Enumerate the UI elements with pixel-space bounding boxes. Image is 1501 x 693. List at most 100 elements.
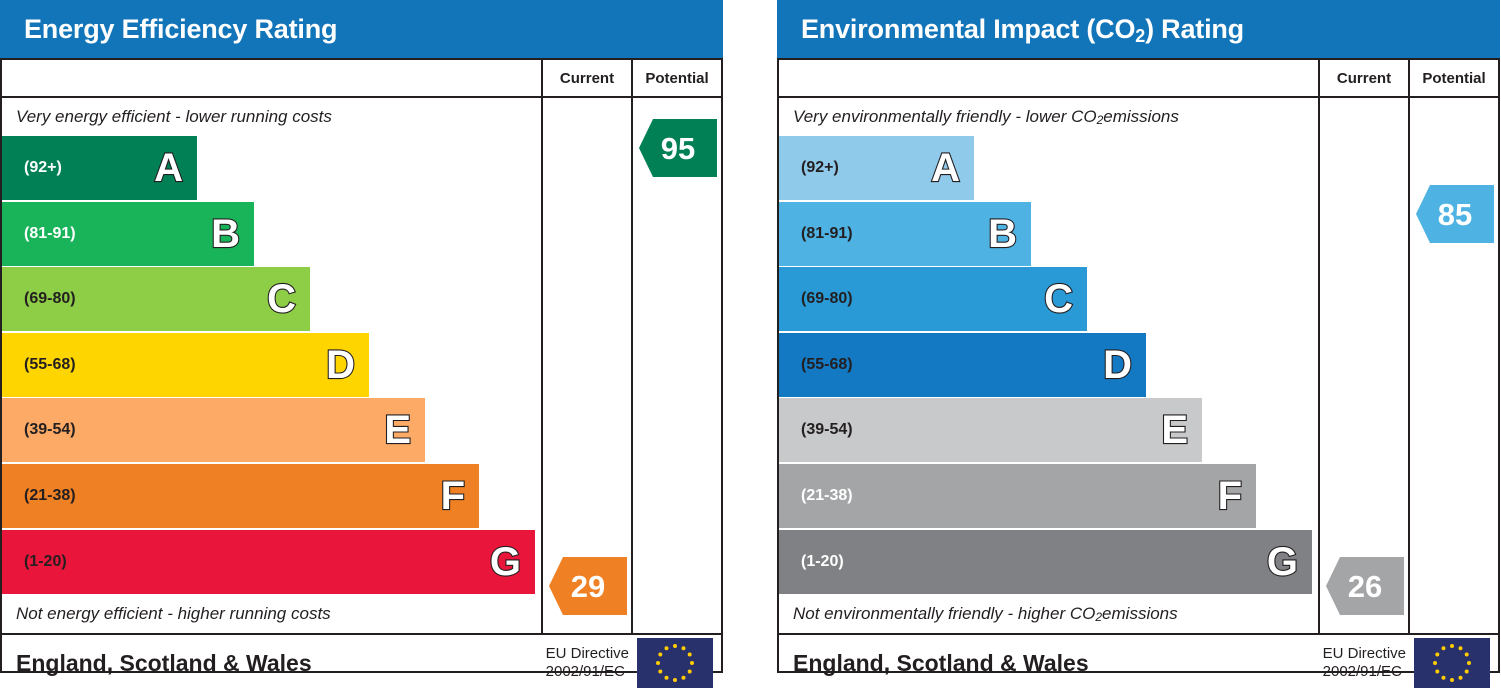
band-range-a-co2: (92+) — [801, 159, 839, 176]
eu-directive-line1: EU Directive — [545, 645, 629, 663]
caption-bottom-co2-text: Not environmentally friendly - higher CO — [793, 604, 1096, 623]
band-range-f: (21-38) — [24, 486, 76, 504]
band-bar-b: (81-91) B — [2, 201, 254, 266]
band-range-e-co2: (39-54) — [801, 421, 853, 439]
energy-efficiency-header-row: Current Potential — [2, 60, 721, 98]
caption-top-co2-text: Very environmentally friendly - lower CO — [793, 107, 1097, 126]
environmental-impact-footer: England, Scotland & Wales EU Directive 2… — [779, 633, 1498, 691]
band-letter-c-co2: C — [1043, 277, 1074, 322]
caption-bottom-co2-suffix: emissions — [1102, 604, 1178, 623]
band-row-d-co2: (55-68) D — [779, 332, 1318, 397]
eu-directive-line2: 2002/91/EC — [545, 663, 625, 680]
eu-directive-label: EU Directive 2002/91/EC — [546, 645, 637, 680]
footer-region-label-co2: England, Scotland & Wales — [793, 649, 1089, 676]
band-bar-d-co2: (55-68) D — [779, 332, 1146, 397]
band-bar-a: (92+) A — [2, 136, 197, 200]
caption-top-co2-suffix: emissions — [1103, 107, 1179, 126]
band-row-a: (92+) A — [2, 136, 541, 200]
environmental-impact-frame: Current Potential Very environmentally f… — [777, 58, 1500, 688]
band-range-c: (69-80) — [24, 290, 76, 308]
band-row-a-co2: (92+) A — [779, 136, 1318, 200]
environmental-impact-zone: Very environmentally friendly - lower CO… — [779, 98, 1498, 633]
band-range-e: (39-54) — [24, 421, 76, 439]
band-range-f-co2: (21-38) — [801, 486, 853, 504]
band-letter-e-co2: E — [1160, 408, 1189, 453]
band-range-g-co2: (1-20) — [801, 552, 844, 570]
band-letter-c: C — [266, 277, 297, 322]
eu-directive-label-co2: EU Directive 2002/91/EC — [1323, 645, 1414, 680]
band-row-f-co2: (21-38) F — [779, 463, 1318, 528]
eu-flag-icon-co2 — [1414, 638, 1490, 688]
potential-value-column: 95 — [631, 98, 721, 633]
potential-value-column-co2: 85 — [1408, 98, 1498, 633]
current-value-column-co2: 26 — [1318, 98, 1408, 633]
band-bar-f-co2: (21-38) F — [779, 463, 1256, 528]
band-letter-g: G — [489, 539, 522, 584]
band-letter-f-co2: F — [1216, 473, 1243, 518]
band-letter-e: E — [383, 408, 412, 453]
band-range-d: (55-68) — [24, 355, 76, 373]
header-blank-cell — [2, 60, 541, 96]
current-value-marker-co2: 26 — [1326, 557, 1404, 615]
band-row-b-co2: (81-91) B — [779, 201, 1318, 266]
energy-efficiency-band-list: (92+) A (81-91) B (69-80 — [2, 136, 541, 595]
band-bar-d: (55-68) D — [2, 332, 369, 397]
band-bar-e-co2: (39-54) E — [779, 398, 1202, 463]
environmental-impact-bars-column: Very environmentally friendly - lower CO… — [779, 98, 1318, 633]
caption-top: Very energy efficient - lower running co… — [2, 98, 541, 136]
band-range-b: (81-91) — [24, 224, 76, 242]
caption-bottom: Not energy efficient - higher running co… — [2, 595, 541, 633]
header-potential-cell: Potential — [631, 60, 721, 96]
band-letter-f: F — [439, 473, 466, 518]
band-bar-e: (39-54) E — [2, 398, 425, 463]
band-letter-d: D — [325, 342, 356, 387]
energy-efficiency-frame: Current Potential Very energy efficient … — [0, 58, 723, 688]
energy-efficiency-footer: England, Scotland & Wales EU Directive 2… — [2, 633, 721, 691]
caption-bottom-co2-subscript: 2 — [1095, 610, 1103, 624]
band-bar-g-co2: (1-20) G — [779, 529, 1312, 594]
header-potential-cell-co2: Potential — [1408, 60, 1498, 96]
band-range-a: (92+) — [24, 159, 62, 176]
environmental-impact-header-row: Current Potential — [779, 60, 1498, 98]
band-row-c: (69-80) C — [2, 267, 541, 332]
potential-value-marker: 95 — [639, 119, 717, 177]
band-row-g-co2: (1-20) G — [779, 529, 1318, 594]
caption-bottom-co2: Not environmentally friendly - higher CO… — [779, 595, 1318, 633]
band-letter-g-co2: G — [1266, 539, 1299, 584]
band-row-d: (55-68) D — [2, 332, 541, 397]
environmental-impact-band-list: (92+) A (81-91) B (69-80 — [779, 136, 1318, 595]
band-letter-b-co2: B — [987, 211, 1018, 256]
environmental-impact-title-text: Environmental Impact (CO — [801, 13, 1136, 44]
band-row-g: (1-20) G — [2, 529, 541, 594]
potential-value-marker-co2: 85 — [1416, 185, 1494, 243]
band-bar-b-co2: (81-91) B — [779, 201, 1031, 266]
caption-top-co2-subscript: 2 — [1096, 113, 1104, 127]
band-bar-f: (21-38) F — [2, 463, 479, 528]
band-bar-c-co2: (69-80) C — [779, 267, 1087, 332]
band-range-d-co2: (55-68) — [801, 355, 853, 373]
eu-directive-line2-co2: 2002/91/EC — [1322, 663, 1402, 680]
current-value-column: 29 — [541, 98, 631, 633]
header-blank-cell-co2 — [779, 60, 1318, 96]
environmental-impact-title-suffix: ) Rating — [1145, 13, 1244, 44]
energy-efficiency-banner: Energy Efficiency Rating — [0, 0, 723, 58]
energy-efficiency-chart: Energy Efficiency Rating Current Potenti… — [0, 0, 723, 688]
band-range-g: (1-20) — [24, 552, 67, 570]
band-letter-d-co2: D — [1102, 342, 1133, 387]
page-title-co2: Environmental Impact (CO2) Rating — [801, 13, 1244, 46]
band-letter-b: B — [210, 211, 241, 256]
band-range-c-co2: (69-80) — [801, 290, 853, 308]
caption-bottom-text: Not energy efficient - higher running co… — [16, 604, 331, 623]
caption-top-co2: Very environmentally friendly - lower CO… — [779, 98, 1318, 136]
co2-subscript: 2 — [1135, 25, 1146, 46]
header-current-cell-co2: Current — [1318, 60, 1408, 96]
environmental-impact-chart: Environmental Impact (CO2) Rating Curren… — [777, 0, 1500, 688]
band-letter-a: A — [153, 146, 184, 190]
eu-flag-icon — [637, 638, 713, 688]
band-bar-a-co2: (92+) A — [779, 136, 974, 200]
band-range-b-co2: (81-91) — [801, 224, 853, 242]
energy-efficiency-zone: Very energy efficient - lower running co… — [2, 98, 721, 633]
band-bar-g: (1-20) G — [2, 529, 535, 594]
band-letter-a-co2: A — [930, 146, 961, 190]
band-bar-c: (69-80) C — [2, 267, 310, 332]
